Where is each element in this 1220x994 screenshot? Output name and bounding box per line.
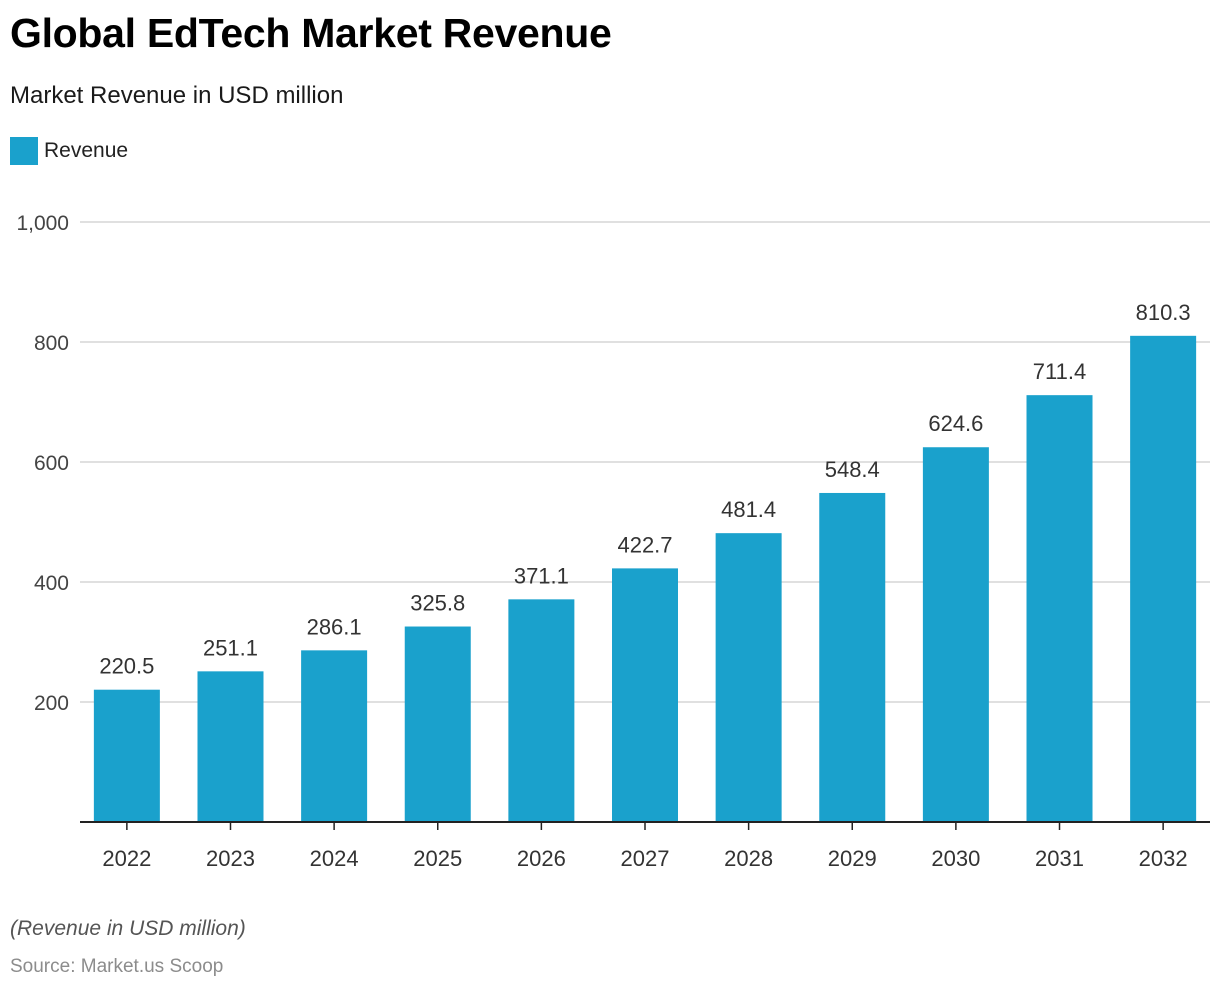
x-tick-label: 2028 [724, 846, 773, 871]
legend-swatch-revenue [10, 137, 38, 165]
data-label: 251.1 [203, 635, 258, 660]
data-label: 548.4 [825, 457, 880, 482]
bar [93, 689, 160, 822]
chart-subtitle: Market Revenue in USD million [10, 82, 344, 109]
data-label: 220.5 [99, 654, 154, 679]
data-label: 711.4 [1033, 359, 1086, 384]
bar [819, 492, 886, 822]
y-tick-label: 1,000 [16, 212, 69, 235]
legend: Revenue [10, 137, 128, 165]
bar [715, 533, 782, 822]
bar [612, 568, 678, 822]
bar [1026, 395, 1093, 822]
bar [197, 671, 264, 822]
y-tick-label: 800 [34, 332, 69, 355]
data-label: 810.3 [1136, 300, 1191, 325]
data-label: 624.6 [928, 411, 983, 436]
bar [922, 447, 989, 822]
bar [1130, 335, 1197, 822]
footnote: (Revenue in USD million) [10, 917, 246, 940]
data-label: 371.1 [514, 563, 569, 588]
x-tick-label: 2023 [206, 846, 255, 871]
x-tick-label: 2030 [931, 846, 980, 871]
data-label: 286.1 [307, 614, 362, 639]
data-label: 481.4 [721, 497, 776, 522]
chart-title: Global EdTech Market Revenue [10, 10, 612, 56]
bar [404, 626, 471, 822]
x-tick-label: 2029 [828, 846, 877, 871]
bar [301, 650, 368, 822]
x-tick-label: 2022 [102, 846, 151, 871]
x-tick-label: 2027 [621, 846, 670, 871]
legend-label-revenue: Revenue [44, 139, 129, 162]
x-tick-label: 2026 [517, 846, 566, 871]
x-tick-label: 2024 [310, 846, 359, 871]
x-tick-label: 2032 [1139, 846, 1188, 871]
data-label: 325.8 [410, 591, 465, 616]
y-tick-label: 400 [34, 572, 69, 595]
source-note: Source: Market.us Scoop [10, 956, 224, 977]
x-tick-label: 2025 [413, 846, 462, 871]
bar [508, 599, 575, 822]
data-label: 422.7 [617, 532, 672, 557]
x-tick-label: 2031 [1035, 846, 1084, 871]
y-tick-label: 200 [34, 692, 69, 715]
y-tick-label: 600 [34, 452, 69, 475]
